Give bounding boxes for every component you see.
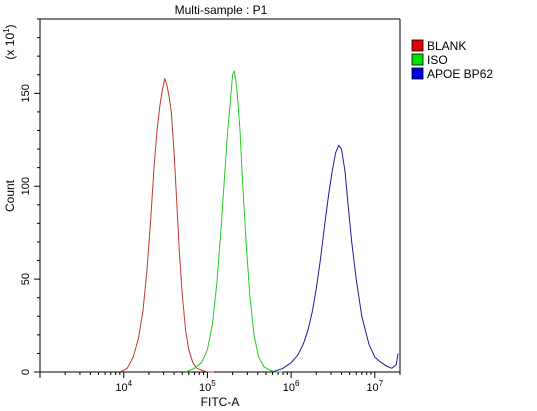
x-tick-base: 10 <box>366 382 378 394</box>
legend-swatch <box>411 39 424 52</box>
x-tick-label: 106 <box>283 379 300 394</box>
x-tick-exponent: 5 <box>211 379 216 388</box>
y-multiplier-close: ) <box>3 24 17 28</box>
y-axis-label: Count <box>3 179 17 212</box>
legend-label: ISO <box>427 53 448 67</box>
legend-label: BLANK <box>427 39 466 53</box>
x-tick-exponent: 7 <box>379 379 384 388</box>
x-tick-exponent: 6 <box>295 379 300 388</box>
series-line-2 <box>272 144 399 373</box>
legend-swatch <box>411 67 424 80</box>
chart-title: Multi-sample : P1 <box>175 3 268 17</box>
x-axis-label: FITC-A <box>201 395 240 409</box>
y-axis-ticks: 0 50 100 150 <box>20 18 40 375</box>
x-tick-label: 105 <box>199 379 216 394</box>
x-tick-label: 104 <box>115 379 132 394</box>
y-tick-label: 50 <box>20 273 32 285</box>
y-axis-multiplier: (x 101) <box>2 24 17 59</box>
x-tick-label: 107 <box>366 379 383 394</box>
x-tick-exponent: 4 <box>128 379 133 388</box>
legend-label: APOE BP62 <box>427 67 493 81</box>
series-line-1 <box>185 70 283 373</box>
plot-area <box>39 18 401 373</box>
series-layer <box>119 70 399 373</box>
series-line-0 <box>119 78 214 373</box>
x-tick-base: 10 <box>115 382 127 394</box>
x-tick-base: 10 <box>199 382 211 394</box>
x-tick-base: 10 <box>283 382 295 394</box>
y-tick-label: 150 <box>20 84 32 102</box>
y-tick-label: 100 <box>20 177 32 195</box>
x-axis-ticks: 104 105 106 107 <box>39 372 401 394</box>
y-multiplier-text: (x 10 <box>3 33 17 60</box>
y-tick-label: 0 <box>20 369 32 375</box>
legend-swatch <box>411 53 424 66</box>
y-multiplier-exponent: 1 <box>2 28 11 33</box>
